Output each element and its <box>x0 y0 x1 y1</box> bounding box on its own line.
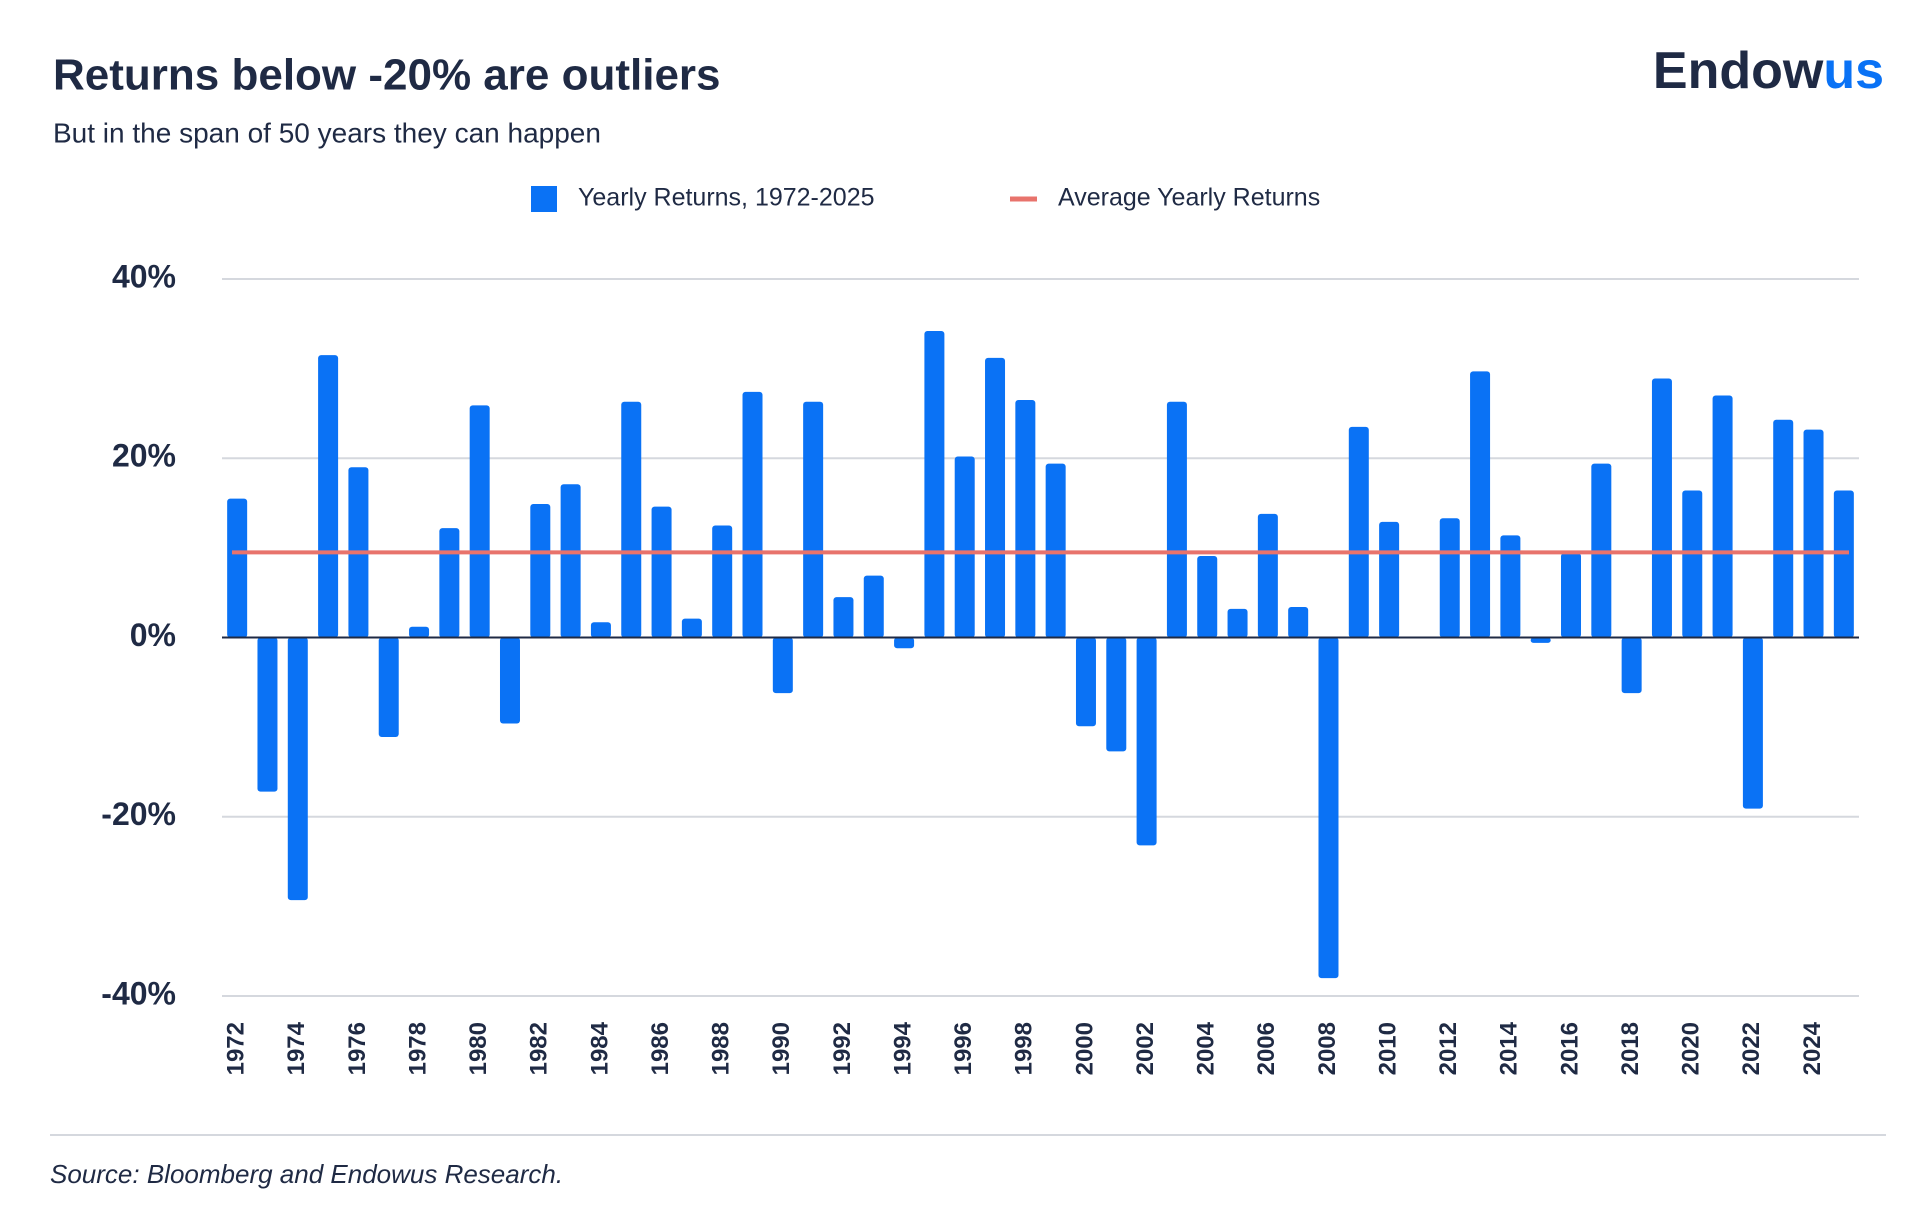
y-tick-label: -40% <box>101 975 176 1011</box>
bar <box>1773 419 1794 638</box>
y-tick-label: 0% <box>130 617 176 653</box>
bar <box>1712 395 1733 638</box>
x-tick-label: 2000 <box>1071 1022 1098 1075</box>
bar <box>863 575 884 638</box>
x-tick-label: 2004 <box>1193 1021 1220 1075</box>
x-tick-label: 1984 <box>586 1021 613 1075</box>
bar <box>1197 555 1218 638</box>
bar <box>439 528 460 638</box>
bar <box>1257 513 1278 638</box>
bar <box>772 637 793 694</box>
bar <box>1227 608 1248 638</box>
x-tick-label: 1986 <box>647 1022 674 1075</box>
x-tick-label: 1998 <box>1011 1022 1038 1075</box>
x-tick-label: 2012 <box>1435 1022 1462 1075</box>
bar <box>1136 637 1157 846</box>
bar <box>954 456 975 638</box>
legend-label: Yearly Returns, 1972-2025 <box>578 184 875 212</box>
bar <box>1651 378 1672 638</box>
bar <box>1742 637 1763 809</box>
x-tick-label: 1974 <box>283 1021 310 1075</box>
bar <box>409 626 430 638</box>
x-tick-label: 1980 <box>465 1022 492 1075</box>
x-tick-label: 1976 <box>344 1022 371 1075</box>
x-tick-label: 1982 <box>526 1022 553 1075</box>
x-tick-label: 2016 <box>1556 1022 1583 1075</box>
bar <box>1318 637 1339 979</box>
x-tick-label: 2010 <box>1374 1022 1401 1075</box>
bar <box>257 637 278 792</box>
bar <box>530 503 551 638</box>
chart-title: Returns below -20% are outliers <box>53 51 721 100</box>
bar <box>499 637 520 724</box>
bar <box>1530 637 1551 643</box>
bar <box>1379 521 1400 638</box>
logo-main: Endow <box>1653 42 1824 100</box>
x-tick-label: 2008 <box>1314 1022 1341 1075</box>
bar <box>1075 637 1096 727</box>
bar <box>803 401 824 638</box>
bar <box>1166 401 1187 638</box>
x-tick-label: 1978 <box>404 1022 431 1075</box>
x-tick-label: 1988 <box>708 1022 735 1075</box>
y-tick-label: 20% <box>112 438 176 474</box>
legend-swatch <box>531 186 557 212</box>
bar <box>1106 637 1127 752</box>
bar <box>1439 518 1460 638</box>
logo: Endowus <box>1653 42 1884 100</box>
x-tick-label: 2006 <box>1253 1022 1280 1075</box>
chart-subtitle: But in the span of 50 years they can hap… <box>53 117 601 148</box>
bar <box>1561 553 1582 638</box>
bar <box>1470 371 1491 638</box>
bar <box>1621 637 1642 694</box>
x-tick-label: 1992 <box>829 1022 856 1075</box>
bar <box>1500 535 1521 638</box>
x-tick-label: 1996 <box>950 1022 977 1075</box>
bar <box>712 525 733 638</box>
bar <box>894 637 915 649</box>
bar <box>681 618 702 638</box>
bar <box>287 637 308 901</box>
x-tick-label: 1990 <box>768 1022 795 1075</box>
bar <box>651 506 672 638</box>
bar <box>985 357 1006 638</box>
x-tick-label: 1972 <box>223 1022 250 1075</box>
bar <box>1682 490 1703 638</box>
x-tick-label: 2022 <box>1738 1022 1765 1075</box>
bar <box>742 391 763 638</box>
bar <box>1288 607 1309 638</box>
bar <box>1833 490 1854 638</box>
logo-accent: us <box>1823 42 1884 100</box>
x-tick-label: 1994 <box>889 1021 916 1075</box>
x-tick-label: 2002 <box>1132 1022 1159 1075</box>
bar <box>924 330 945 638</box>
bar <box>590 622 611 638</box>
bar <box>1015 399 1036 638</box>
bar <box>621 401 642 638</box>
bar <box>227 498 248 638</box>
bar <box>1348 426 1369 638</box>
source-note: Source: Bloomberg and Endowus Research. <box>50 1159 563 1189</box>
bar <box>469 405 490 638</box>
x-tick-label: 2024 <box>1799 1021 1826 1075</box>
bar <box>378 637 399 737</box>
bar <box>560 484 581 638</box>
y-tick-label: -20% <box>101 796 176 832</box>
bar <box>1803 429 1824 638</box>
legend-label: Average Yearly Returns <box>1058 184 1320 212</box>
x-tick-label: 2018 <box>1617 1022 1644 1075</box>
x-tick-label: 2014 <box>1496 1021 1523 1075</box>
bar <box>833 597 854 638</box>
x-tick-label: 2020 <box>1678 1022 1705 1075</box>
y-tick-label: 40% <box>112 258 176 294</box>
bar <box>318 355 339 638</box>
